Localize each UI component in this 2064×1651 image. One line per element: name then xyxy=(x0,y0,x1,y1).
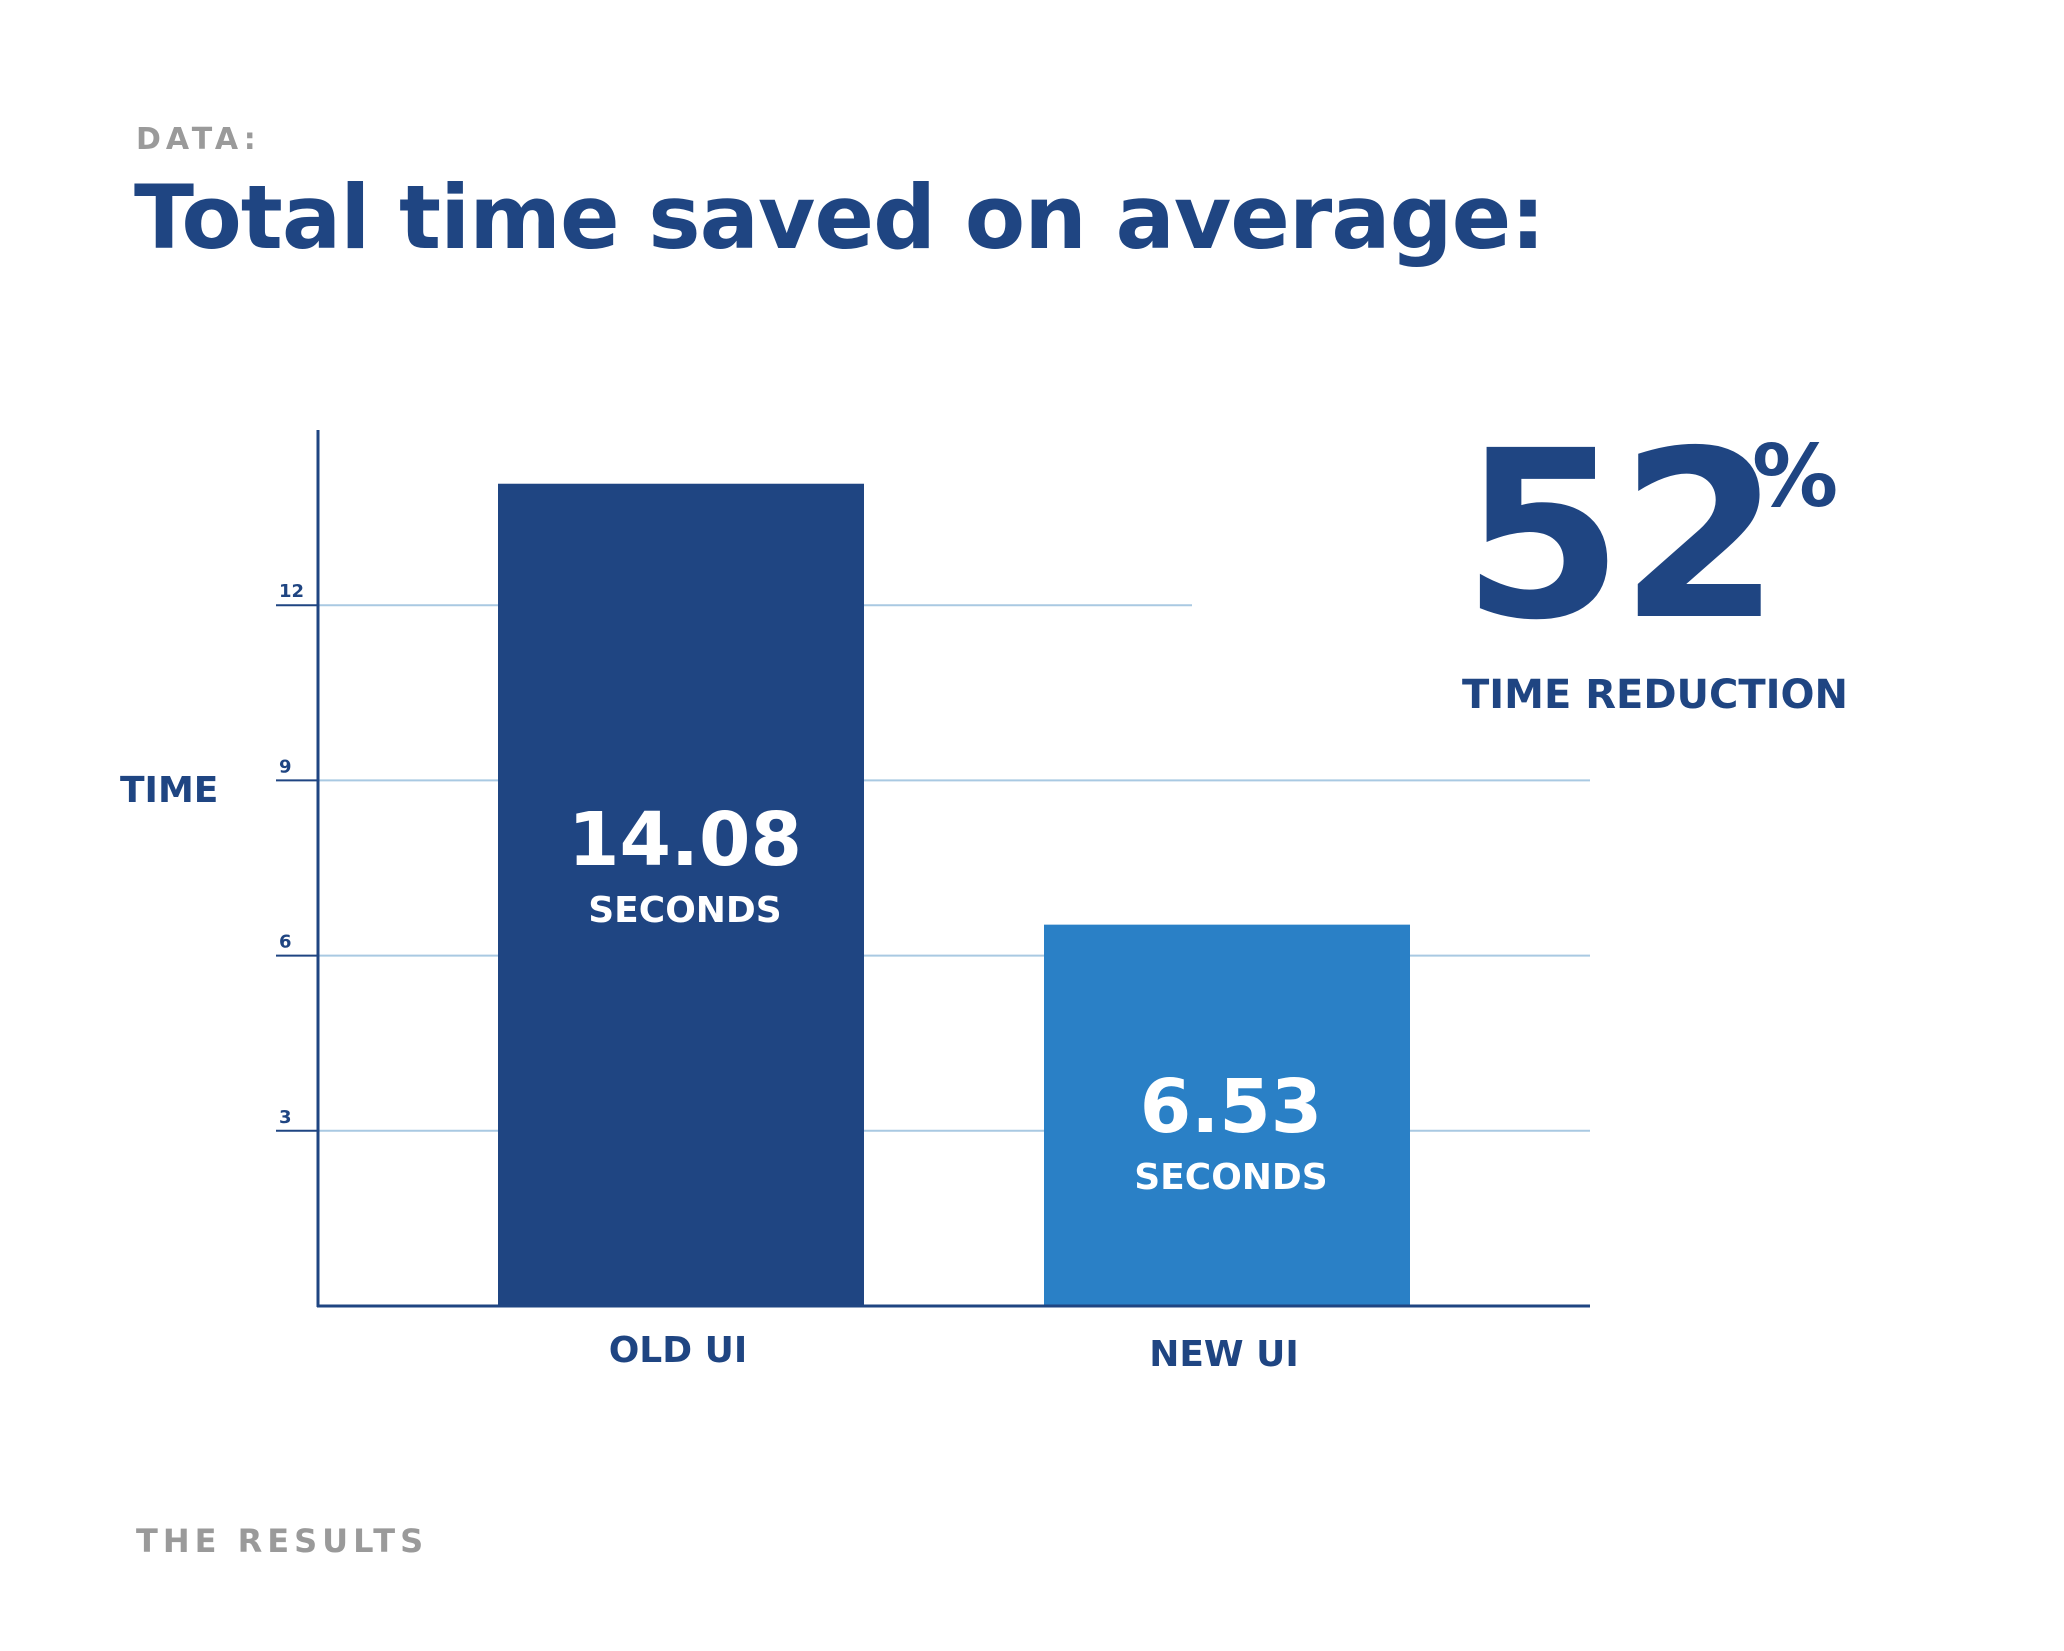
y-tick-label: 3 xyxy=(279,1107,292,1128)
page-title: Total time saved on average: xyxy=(134,166,1546,269)
bar-unit-label: SECONDS xyxy=(588,890,781,931)
bar-old-ui xyxy=(498,483,864,1306)
bar-unit-label: SECONDS xyxy=(1134,1157,1327,1198)
y-axis-label: TIME xyxy=(120,770,219,811)
y-tick-label: 6 xyxy=(279,932,292,953)
category-label: OLD UI xyxy=(609,1330,748,1371)
stat-callout: 52 % xyxy=(1462,401,1838,671)
footer-label: THE RESULTS xyxy=(136,1522,429,1560)
stat-label: TIME REDUCTION xyxy=(1462,672,1849,718)
section-kicker: DATA: xyxy=(136,122,261,157)
stat-value: 52 xyxy=(1462,401,1781,671)
bar-value-label: 6.53 xyxy=(1140,1064,1323,1150)
bar-new-ui xyxy=(1044,924,1410,1306)
category-label: NEW UI xyxy=(1149,1334,1299,1375)
stat-unit: % xyxy=(1752,427,1839,527)
y-tick-label: 12 xyxy=(279,581,304,602)
y-tick-label: 9 xyxy=(279,756,292,777)
bar-value-label: 14.08 xyxy=(568,797,802,883)
